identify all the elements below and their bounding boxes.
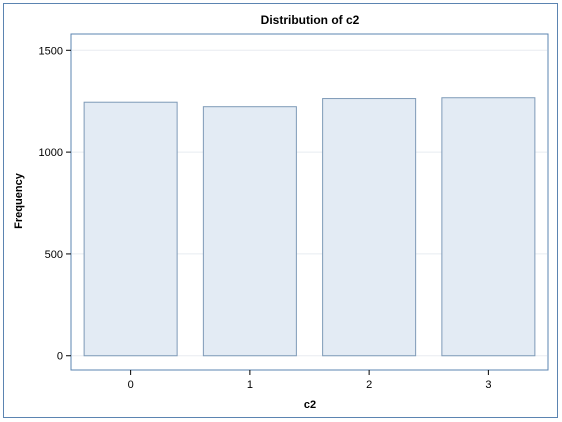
y-axis-ticks: 0 500 1000 1500 xyxy=(39,45,71,363)
y-tick-label: 1000 xyxy=(39,147,63,159)
x-tick-label: 2 xyxy=(366,379,372,391)
y-tick-label: 0 xyxy=(57,351,63,363)
y-tick-label: 1500 xyxy=(39,45,63,57)
y-axis-label: Frequency xyxy=(13,172,25,229)
chart-title: Distribution of c2 xyxy=(261,13,360,27)
y-tick-label: 500 xyxy=(45,249,63,261)
x-axis-label: c2 xyxy=(304,399,316,411)
plot-area xyxy=(70,33,549,371)
bar-c2-3 xyxy=(441,97,536,357)
bar-c2-0 xyxy=(83,101,178,357)
x-axis-ticks: 0 1 2 3 xyxy=(128,370,491,391)
bar-c2-1 xyxy=(202,106,297,357)
x-tick-label: 1 xyxy=(247,379,253,391)
bar-c2-2 xyxy=(322,98,417,357)
x-tick-label: 3 xyxy=(485,379,491,391)
bars xyxy=(83,97,536,357)
x-tick-label: 0 xyxy=(128,379,134,391)
